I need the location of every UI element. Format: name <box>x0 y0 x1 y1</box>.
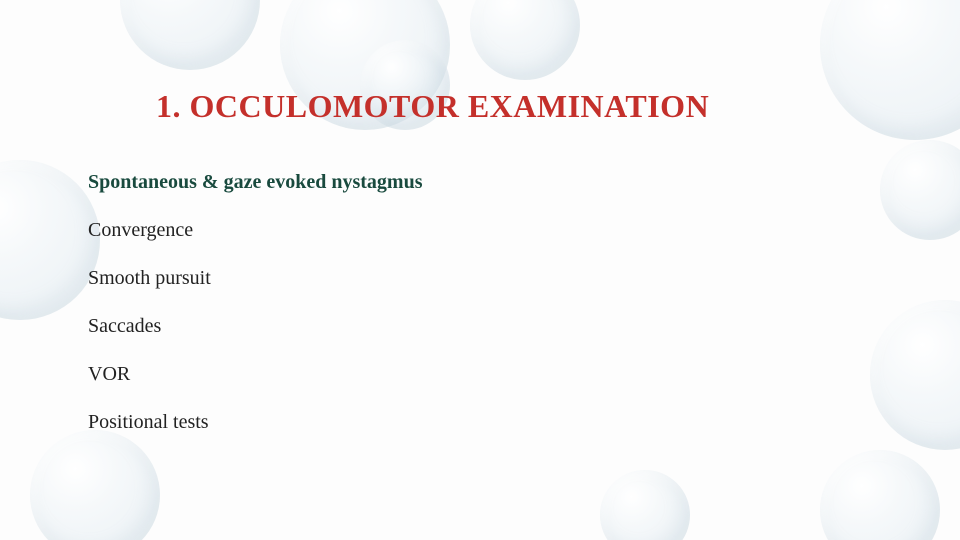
list-item: Saccades <box>88 313 872 339</box>
slide-title: 1. OCCULOMOTOR EXAMINATION <box>156 88 872 125</box>
item-list: Spontaneous & gaze evoked nystagmus Conv… <box>88 169 872 435</box>
list-item: VOR <box>88 361 872 387</box>
list-item: Convergence <box>88 217 872 243</box>
list-item: Smooth pursuit <box>88 265 872 291</box>
list-item: Spontaneous & gaze evoked nystagmus <box>88 169 872 195</box>
list-item: Positional tests <box>88 409 872 435</box>
slide-content: 1. OCCULOMOTOR EXAMINATION Spontaneous &… <box>0 0 960 540</box>
